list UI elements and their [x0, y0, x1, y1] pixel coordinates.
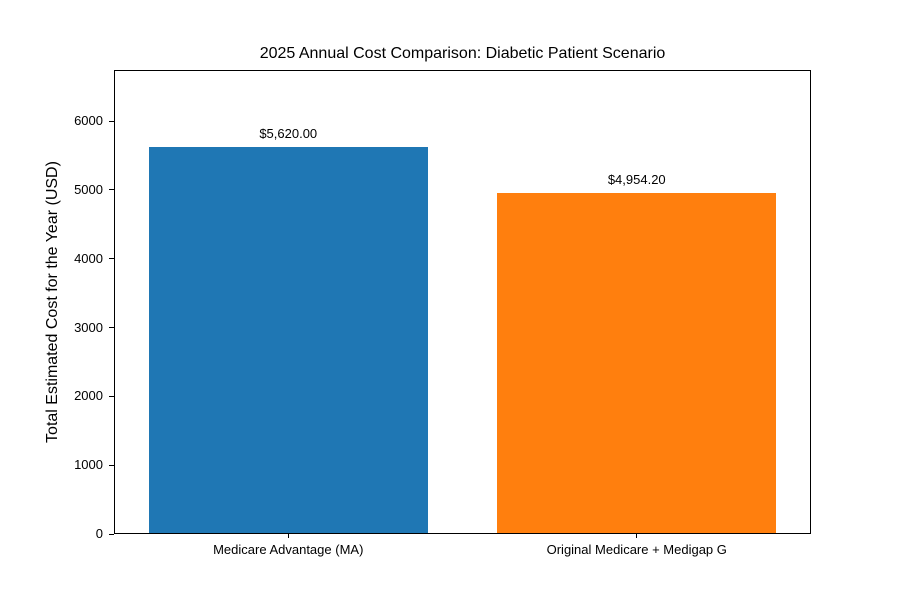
x-tick-mark [636, 534, 638, 538]
x-tick-label: Medicare Advantage (MA) [213, 542, 364, 557]
y-tick-label: 1000 [74, 457, 103, 473]
x-tick-mark [287, 534, 289, 538]
bar-value-label: $4,954.20 [607, 172, 666, 188]
y-tick-mark [109, 120, 114, 122]
y-tick-mark [109, 464, 114, 466]
y-tick-label: 6000 [74, 113, 103, 129]
bar-1 [497, 193, 777, 534]
y-tick-label: 3000 [74, 319, 103, 335]
y-tick-mark [109, 327, 114, 329]
chart-title: 2025 Annual Cost Comparison: Diabetic Pa… [259, 45, 666, 62]
y-tick-label: 5000 [74, 181, 103, 197]
y-tick-mark [109, 258, 114, 260]
y-tick-mark [109, 395, 114, 397]
y-tick-mark [109, 189, 114, 191]
y-tick-mark [109, 533, 114, 535]
bar-0 [148, 147, 428, 534]
x-tick-label: Original Medicare + Medigap G [546, 542, 727, 557]
y-tick-label: 4000 [74, 250, 103, 266]
bar-value-label: $5,620.00 [259, 126, 318, 142]
y-tick-label: 0 [95, 526, 103, 541]
plot-area [114, 70, 811, 534]
y-tick-label: 2000 [74, 388, 103, 404]
